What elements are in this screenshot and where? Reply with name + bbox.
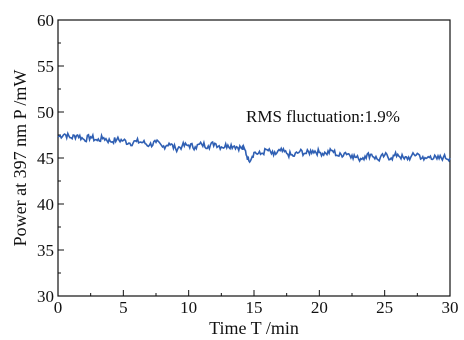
x-tick-label: 30 (442, 298, 459, 317)
y-tick-label: 55 (37, 57, 54, 76)
x-axis-ticks: 0 5 10 15 20 25 30 (54, 290, 459, 317)
x-tick-label: 20 (311, 298, 328, 317)
y-tick-label: 45 (37, 149, 54, 168)
x-tick-label: 0 (54, 298, 63, 317)
x-tick-label: 10 (180, 298, 197, 317)
y-tick-label: 50 (37, 103, 54, 122)
y-axis-title: Power at 397 nm P /mW (10, 70, 30, 247)
y-tick-label: 30 (37, 287, 54, 306)
series-line-power (57, 130, 451, 164)
y-tick-label: 35 (37, 241, 54, 260)
y-axis-ticks: 30 35 40 45 50 55 60 (37, 11, 64, 306)
rms-annotation: RMS fluctuation:1.9% (246, 107, 400, 126)
x-tick-label: 15 (246, 298, 263, 317)
y-tick-label: 60 (37, 11, 54, 30)
x-tick-label: 25 (376, 298, 393, 317)
x-tick-label: 5 (119, 298, 128, 317)
y-tick-label: 40 (37, 195, 54, 214)
x-axis-title: Time T /min (209, 318, 299, 338)
